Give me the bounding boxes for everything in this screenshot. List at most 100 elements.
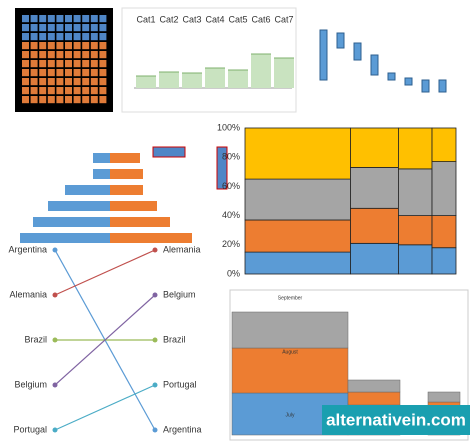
waffle-cell	[99, 60, 107, 68]
series-label: July	[286, 412, 295, 418]
waffle-cell	[90, 15, 98, 23]
waffle-cell	[73, 33, 81, 41]
segment	[431, 127, 457, 162]
waterfall-bar	[404, 77, 413, 86]
y-tick-label: 0%	[227, 268, 240, 278]
y-tick-label: 20%	[222, 239, 240, 249]
right-label: Portugal	[163, 379, 197, 389]
waffle-cell	[30, 51, 38, 59]
waffle-cell	[30, 96, 38, 104]
waffle-cell	[47, 78, 55, 86]
waterfall-bar	[370, 54, 379, 76]
waffle-cell	[39, 78, 47, 86]
waffle-cell	[56, 24, 64, 32]
waffle-cell	[56, 33, 64, 41]
waterfall-bar	[421, 79, 430, 93]
waffle-cell	[82, 60, 90, 68]
waffle-cell	[90, 33, 98, 41]
waffle-cell	[90, 69, 98, 77]
segment	[431, 215, 457, 249]
waffle-cell	[73, 69, 81, 77]
bar-right	[110, 201, 157, 211]
waffle-cell	[73, 60, 81, 68]
waffle-cell	[99, 24, 107, 32]
y-tick-label: 100%	[217, 122, 240, 132]
waffle-cell	[39, 15, 47, 23]
waffle-cell	[39, 24, 47, 32]
category-label: Cat2	[159, 14, 178, 24]
waffle-cell	[22, 24, 29, 32]
bar-right	[110, 153, 140, 163]
slope-line	[54, 249, 156, 296]
watermark-bg	[322, 405, 470, 435]
left-label: Brazil	[24, 334, 47, 344]
waffle-cell	[30, 78, 38, 86]
waffle-cell	[56, 60, 64, 68]
waffle-cell	[22, 15, 29, 23]
slope-line	[54, 384, 156, 431]
waffle-cell	[99, 78, 107, 86]
waffle-cell	[56, 51, 64, 59]
waffle-cell	[30, 15, 38, 23]
waffle-cell	[99, 69, 107, 77]
category-label: Cat1	[136, 14, 155, 24]
dot	[152, 382, 158, 388]
waffle-cell	[65, 69, 72, 77]
segment	[244, 127, 351, 180]
bar-left	[20, 233, 110, 243]
bar-right	[110, 169, 143, 179]
waffle-cell	[39, 60, 47, 68]
series-label: September	[278, 295, 303, 301]
segment	[244, 251, 351, 275]
waffle-cell	[65, 87, 72, 95]
waffle-cell	[56, 15, 64, 23]
waffle-cell	[65, 42, 72, 50]
category-label: Cat4	[205, 14, 224, 24]
y-tick-label: 60%	[222, 181, 240, 191]
waffle-cell	[56, 87, 64, 95]
waffle-cell	[30, 69, 38, 77]
waffle-cell	[65, 33, 72, 41]
waffle-cell	[47, 96, 55, 104]
segment	[398, 215, 433, 246]
waterfall-bar	[387, 72, 396, 81]
waffle-cell	[90, 60, 98, 68]
waffle-cell	[39, 42, 47, 50]
dot	[152, 292, 158, 298]
dot	[152, 337, 158, 343]
y-tick-label: 80%	[222, 152, 240, 162]
bar-left	[93, 169, 110, 179]
waffle-cell	[22, 33, 29, 41]
bar	[136, 76, 156, 88]
waffle-cell	[22, 42, 29, 50]
segment	[350, 242, 399, 275]
waffle-cell	[73, 15, 81, 23]
waffle-cell	[47, 15, 55, 23]
waffle-cell	[90, 78, 98, 86]
y-tick-label: 40%	[222, 210, 240, 220]
waffle-cell	[73, 51, 81, 59]
icon	[216, 146, 228, 190]
waffle-cell	[99, 15, 107, 23]
waffle-cell	[30, 33, 38, 41]
bar-left	[93, 153, 110, 163]
waffle-cell	[99, 51, 107, 59]
waffle-cell	[47, 24, 55, 32]
waffle-cell	[39, 33, 47, 41]
segment	[231, 311, 349, 349]
waterfall-bar	[438, 79, 447, 93]
waffle-cell	[99, 33, 107, 41]
waffle-cell	[82, 69, 90, 77]
slope-line	[54, 294, 156, 386]
waffle-cell	[82, 33, 90, 41]
bar-left	[65, 185, 110, 195]
category-label: Cat7	[274, 14, 293, 24]
waffle-cell	[30, 24, 38, 32]
waterfall-bar	[319, 29, 328, 81]
left-label: Belgium	[14, 379, 47, 389]
waffle-cell	[73, 96, 81, 104]
waffle-cell	[39, 51, 47, 59]
bar-left	[48, 201, 110, 211]
waffle-cell	[73, 78, 81, 86]
segment	[347, 391, 401, 406]
